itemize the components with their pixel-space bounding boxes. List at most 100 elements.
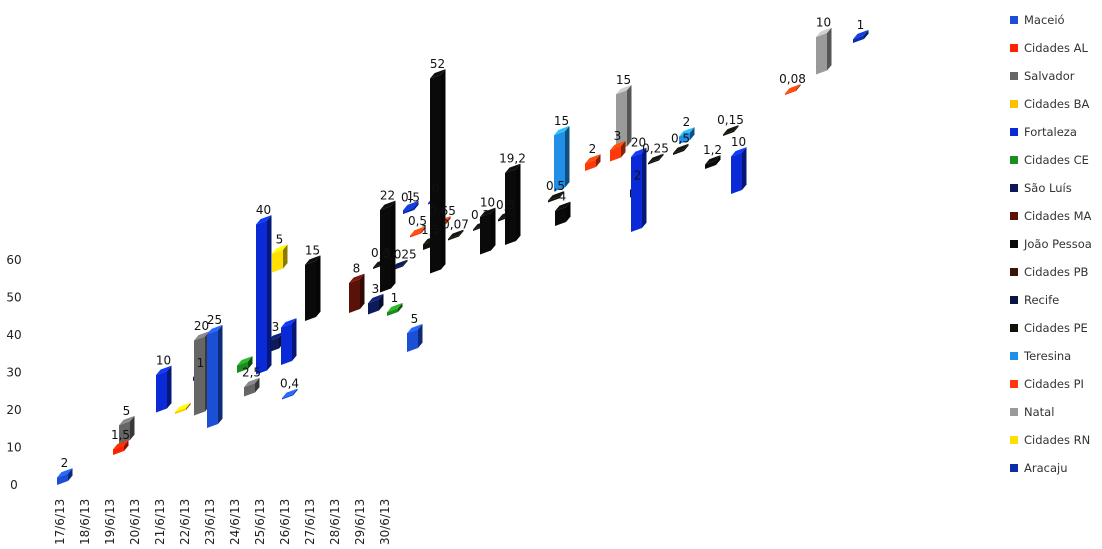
data-label: 20 xyxy=(194,319,209,333)
data-label: 1,5 xyxy=(111,428,130,442)
legend-label: João Pessoa xyxy=(1024,237,1092,251)
legend-label: Cidades PI xyxy=(1024,377,1084,391)
legend-item: Fortaleza xyxy=(1010,118,1102,146)
x-tick-label: 29/6/13 xyxy=(353,499,367,545)
bar xyxy=(256,215,272,375)
legend-label: Cidades MA xyxy=(1024,209,1092,223)
legend-item: Natal xyxy=(1010,398,1102,426)
bar xyxy=(244,377,260,397)
bar xyxy=(585,154,601,171)
legend-swatch xyxy=(1010,184,1018,192)
legend-label: Aracaju xyxy=(1024,461,1068,475)
data-label: 2 xyxy=(589,142,597,156)
x-tick-label: 30/6/13 xyxy=(378,499,392,545)
bar xyxy=(853,29,869,43)
bar xyxy=(448,229,464,241)
legend-swatch xyxy=(1010,436,1018,444)
x-axis-tick-labels: 17/6/13 18/6/13 19/6/13 20/6/13 21/6/13 22/6/… xyxy=(53,499,392,545)
data-label: 4 xyxy=(559,190,567,204)
data-label: 0,5 xyxy=(401,191,420,205)
data-label: 10 xyxy=(731,135,746,149)
bar xyxy=(555,201,571,226)
legend-item: Cidades RN xyxy=(1010,426,1102,454)
legend-label: Cidades PE xyxy=(1024,321,1088,335)
bar xyxy=(480,207,496,255)
x-tick-label: 27/6/13 xyxy=(303,499,317,545)
bar xyxy=(648,153,664,165)
bar xyxy=(610,140,626,162)
legend-swatch xyxy=(1010,240,1018,248)
x-tick-label: 19/6/13 xyxy=(103,499,117,545)
bar xyxy=(119,415,135,444)
legend-label: Fortaleza xyxy=(1024,125,1077,139)
data-label: 15 xyxy=(305,243,320,257)
legend-item: Cidades AL xyxy=(1010,34,1102,62)
legend-swatch xyxy=(1010,408,1018,416)
bar xyxy=(368,293,384,315)
y-tick-label: 60 xyxy=(6,253,21,267)
y-tick-label: 30 xyxy=(6,366,21,380)
y-tick-label: 20 xyxy=(6,403,21,417)
data-label: 5 xyxy=(411,312,419,326)
bar xyxy=(554,125,570,192)
data-label: 1,5 xyxy=(421,223,440,237)
data-label: 20 xyxy=(631,136,646,150)
legend-label: Recife xyxy=(1024,293,1060,307)
data-label: 52 xyxy=(430,57,445,71)
data-label: 0,3 xyxy=(371,246,390,260)
legend-label: Salvador xyxy=(1024,69,1075,83)
bar xyxy=(387,302,403,316)
data-label: 0,5 xyxy=(408,214,427,228)
legend: Maceió Cidades AL Salvador Cidades BA Fortal… xyxy=(1010,6,1102,482)
legend-label: Cidades AL xyxy=(1024,41,1088,55)
legend-label: Cidades CE xyxy=(1024,153,1089,167)
legend-item: Cidades PB xyxy=(1010,258,1102,286)
data-label: 40 xyxy=(256,203,271,217)
legend-swatch xyxy=(1010,352,1018,360)
bar xyxy=(723,125,739,136)
legend-swatch xyxy=(1010,72,1018,80)
data-label: 0,15 xyxy=(717,113,744,127)
legend-item: Cidades PI xyxy=(1010,370,1102,398)
x-tick-label: 26/6/13 xyxy=(278,499,292,545)
legend-item: Cidades MA xyxy=(1010,202,1102,230)
data-label: 15 xyxy=(616,73,631,87)
bar xyxy=(430,69,446,274)
x-tick-label: 25/6/13 xyxy=(253,499,267,545)
data-label: 2 xyxy=(61,456,69,470)
bar xyxy=(705,155,721,169)
legend-label: Cidades RN xyxy=(1024,433,1091,447)
legend-swatch xyxy=(1010,16,1018,24)
data-label: 5 xyxy=(123,404,131,418)
legend-swatch xyxy=(1010,156,1018,164)
bar xyxy=(272,244,288,273)
data-label: 10 xyxy=(816,16,831,30)
bar xyxy=(237,356,253,373)
y-tick-label: 10 xyxy=(6,441,21,455)
data-label: 25 xyxy=(207,313,222,327)
data-label: 2,5 xyxy=(242,366,261,380)
legend-swatch xyxy=(1010,44,1018,52)
legend-swatch xyxy=(1010,324,1018,332)
data-label: 2 xyxy=(634,169,642,183)
bar xyxy=(616,84,632,151)
x-tick-label: 23/6/13 xyxy=(203,499,217,545)
legend-item: São Luís xyxy=(1010,174,1102,202)
data-label: 0,025 xyxy=(382,248,416,262)
data-label: 1 xyxy=(857,18,865,32)
bar xyxy=(282,388,298,400)
data-label: 8 xyxy=(353,262,361,276)
legend-swatch xyxy=(1010,128,1018,136)
data-label: 15 xyxy=(554,114,569,128)
data-label: 0,5 xyxy=(496,198,515,212)
legend-swatch xyxy=(1010,464,1018,472)
x-tick-label: 17/6/13 xyxy=(53,499,67,545)
data-label: 10 xyxy=(480,196,495,210)
legend-swatch xyxy=(1010,100,1018,108)
bar xyxy=(673,143,689,155)
legend-item: Recife xyxy=(1010,286,1102,314)
legend-label: São Luís xyxy=(1024,181,1072,195)
legend-label: Natal xyxy=(1024,405,1055,419)
